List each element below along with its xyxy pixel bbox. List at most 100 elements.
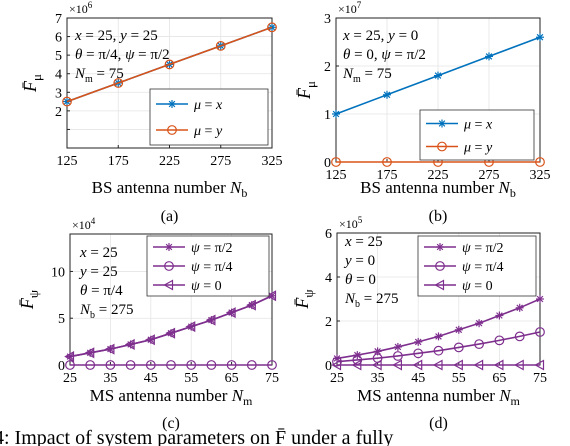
data-point — [226, 360, 237, 370]
legend-marker — [437, 141, 447, 152]
data-point — [383, 90, 391, 99]
y-tick-label: 7 — [55, 12, 62, 27]
legend-a: μ = x μ = y — [149, 88, 269, 146]
legend-marker — [165, 243, 173, 251]
data-point — [393, 342, 402, 351]
axis-exponent: ×106 — [69, 0, 93, 16]
legend-marker — [164, 261, 174, 271]
x-tick-label: 275 — [479, 168, 500, 183]
data-point — [513, 359, 524, 371]
annotation: x = 25 — [344, 234, 383, 250]
annotation: x = 25, y = 25 — [74, 28, 158, 44]
data-point — [331, 157, 341, 167]
series-line — [66, 26, 273, 103]
data-point — [145, 360, 156, 370]
data-point — [206, 360, 217, 370]
y-tick-label: 2 — [55, 105, 62, 120]
axis-exponent: ×104 — [72, 216, 96, 232]
y-tick-label: 6 — [55, 31, 62, 46]
y-tick-label: 10 — [51, 265, 65, 280]
data-point — [185, 321, 196, 333]
data-point — [434, 71, 442, 80]
data-point — [433, 345, 444, 356]
data-point — [124, 338, 135, 350]
x-tick-label: 225 — [428, 168, 449, 183]
x-axis-label: MS antenna number Nm — [90, 386, 253, 408]
x-tick-label: 275 — [210, 154, 231, 169]
legend-entry: ψ = 0 — [462, 279, 493, 294]
subplot-label: (b) — [429, 208, 448, 225]
data-point — [536, 295, 544, 303]
subplot-c: 25 35 45 55 65 75 0 5 10 ×104 MS antenna number Nm… — [17, 216, 279, 432]
legend-entry: ψ = π/4 — [462, 260, 504, 275]
y-tick-label: 5 — [58, 312, 65, 327]
data-point — [432, 359, 443, 371]
x-tick-label: 45 — [411, 371, 425, 386]
y-tick-label: 6 — [325, 227, 332, 242]
x-tick-label: 175 — [108, 154, 129, 169]
legend-box — [419, 109, 535, 161]
data-point — [371, 359, 382, 371]
data-point — [64, 351, 75, 363]
data-point — [164, 59, 175, 70]
legend-b: μ = x μ = y — [419, 109, 535, 161]
annotation: θ = π/4 — [80, 283, 123, 299]
data-point — [65, 360, 75, 370]
subplot-b: 125 175 225 275 325 0 1 2 3 ×107 BS antenna number… — [294, 0, 551, 225]
data-point — [535, 157, 545, 167]
x-tick-label: 325 — [530, 168, 551, 183]
legend-entry: μ = y — [463, 141, 493, 156]
legend-entry: μ = y — [193, 124, 223, 139]
legend-entry: ψ = π/2 — [191, 241, 233, 256]
data-point — [495, 311, 504, 320]
data-point — [165, 327, 176, 339]
series-d-2 — [331, 359, 545, 371]
data-point — [475, 319, 484, 328]
x-tick-label: 125 — [57, 154, 78, 169]
data-point — [332, 356, 342, 367]
data-point — [414, 337, 423, 346]
legend-entry: ψ = π/2 — [462, 241, 504, 256]
annotation: θ = 0 — [345, 272, 376, 288]
y-tick-label: 4 — [55, 68, 62, 83]
series-line — [336, 298, 541, 360]
x-tick-label: 325 — [262, 154, 283, 169]
data-point — [536, 33, 544, 42]
x-axis-label: MS antenna number Nm — [357, 386, 520, 408]
legend-entry: μ = x — [463, 118, 493, 133]
data-point — [113, 78, 124, 88]
subplot-label: (a) — [161, 208, 179, 225]
data-point — [453, 342, 464, 353]
x-tick-label: 35 — [371, 371, 385, 386]
data-point — [62, 96, 72, 107]
data-point — [246, 360, 257, 370]
data-point — [393, 351, 403, 361]
legend-entry: ψ = 0 — [191, 279, 222, 294]
subplot-a: 125 175 225 275 325 2 3 4 5 6 7 ×106 BS antenna numb… — [20, 0, 283, 225]
series-line — [69, 295, 273, 358]
y-tick-label: 3 — [55, 86, 62, 101]
data-point — [205, 314, 216, 326]
y-tick-label: 0 — [324, 156, 331, 171]
legend-marker — [434, 279, 445, 291]
data-point — [392, 359, 402, 371]
annotation: θ = π/4, ψ = π/2 — [75, 47, 170, 63]
x-tick-label: 75 — [533, 371, 547, 386]
x-tick-label: 75 — [265, 371, 279, 386]
data-point — [331, 359, 342, 371]
annotation: θ = 0, ψ = π/2 — [343, 47, 426, 63]
data-point — [166, 360, 176, 370]
data-point — [186, 360, 197, 370]
data-point — [267, 22, 277, 33]
data-point — [215, 40, 226, 51]
annotation: y = 0 — [343, 253, 375, 269]
y-tick-label: 2 — [325, 315, 332, 330]
subplot-d: 25 35 45 55 65 75 0 2 4 6 ×105 MS antenna number Nm… — [292, 215, 547, 432]
data-point — [412, 359, 423, 371]
data-point — [145, 334, 155, 346]
data-point — [225, 307, 236, 319]
series-d-1 — [332, 327, 545, 367]
data-point — [485, 52, 493, 61]
legend-marker — [168, 100, 176, 108]
data-point — [267, 360, 277, 370]
